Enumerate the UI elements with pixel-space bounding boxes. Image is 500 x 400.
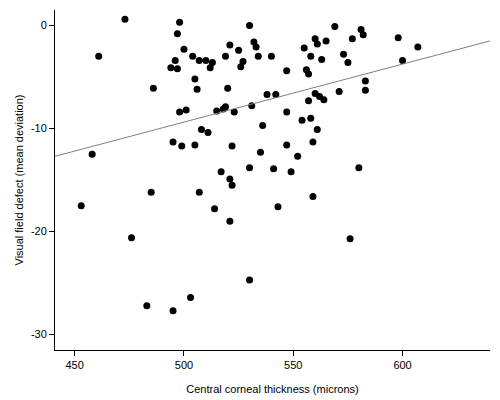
svg-text:0: 0 bbox=[41, 19, 47, 31]
svg-text:550: 550 bbox=[284, 359, 302, 371]
svg-text:-20: -20 bbox=[31, 225, 47, 237]
svg-text:500: 500 bbox=[175, 359, 193, 371]
svg-text:-30: -30 bbox=[31, 328, 47, 340]
svg-text:-10: -10 bbox=[31, 122, 47, 134]
svg-text:Visual field defect (mean devi: Visual field defect (mean deviation) bbox=[13, 94, 25, 265]
svg-text:Central corneal thickness (mic: Central corneal thickness (microns) bbox=[186, 383, 358, 395]
svg-text:600: 600 bbox=[393, 359, 411, 371]
svg-text:450: 450 bbox=[65, 359, 83, 371]
